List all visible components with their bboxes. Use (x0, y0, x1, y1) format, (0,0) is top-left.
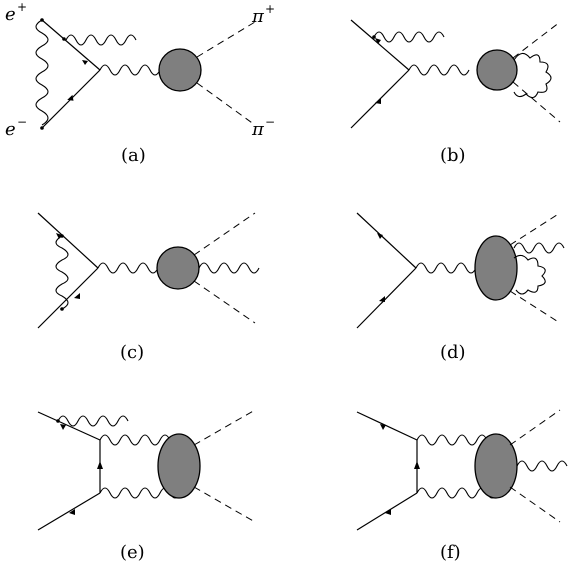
virtual-photon (97, 262, 159, 274)
radiated-photon (57, 415, 129, 427)
e-minus-label: e (5, 119, 16, 140)
virtual-photon (99, 64, 161, 76)
electron-line (37, 267, 99, 329)
pion-plus-line (509, 212, 561, 246)
vertex-dot (40, 126, 44, 130)
e-plus-label: e (5, 4, 16, 25)
radiated-photon (373, 31, 445, 43)
pi-minus-label: π (251, 119, 265, 140)
arrow-icon (385, 509, 391, 515)
form-factor-blob (474, 235, 518, 301)
pion-plus-line (193, 212, 256, 256)
form-factor-blob (157, 433, 201, 499)
arrow-icon (60, 424, 66, 430)
form-factor-blob (156, 246, 200, 290)
positron-line (41, 19, 101, 71)
positron-line (37, 212, 99, 269)
photon-loop (55, 235, 69, 310)
form-factor-blob (476, 49, 518, 91)
vertex-dot (372, 35, 376, 39)
diagram-c: (c) (37, 212, 260, 363)
photon-loop (513, 52, 552, 99)
vertex-dot (60, 307, 64, 311)
electron-line (356, 492, 418, 531)
electron-line (356, 267, 417, 329)
panel-label-b: (b) (440, 145, 466, 166)
pi-plus-charge: + (265, 2, 275, 16)
arrow-icon (67, 94, 74, 101)
positron-line (356, 411, 418, 441)
radiated-photon (65, 34, 137, 46)
vertex-dot (56, 419, 60, 423)
pion-plus-line (196, 21, 256, 58)
arrow-icon (375, 98, 381, 104)
diagram-f: (f) (356, 409, 568, 563)
arrow-icon (375, 38, 381, 44)
arrow-icon (380, 424, 386, 430)
diagram-a: e + e − π + π − (a) (5, 0, 275, 166)
e-plus-charge: + (17, 0, 27, 14)
e-minus-charge: − (17, 115, 27, 129)
radiated-photon (198, 262, 260, 274)
radiated-photon (516, 460, 568, 472)
diagram-e: (e) (37, 409, 256, 563)
pi-plus-label: π (251, 6, 265, 27)
arrow-icon (69, 509, 75, 515)
vertex-dot (60, 234, 64, 238)
pion-minus-line (193, 280, 256, 324)
arrow-icon (97, 461, 103, 469)
radiated-photon (513, 242, 565, 254)
form-factor-blob (158, 48, 202, 92)
pion-plus-line (512, 21, 561, 59)
vertex-dot (62, 37, 66, 41)
pion-minus-line (193, 486, 256, 523)
diagram-d: (d) (356, 212, 565, 363)
positron-line (350, 19, 410, 71)
vertex-dot (40, 18, 44, 22)
diagram-b: (b) (350, 19, 561, 166)
pion-minus-line (509, 290, 561, 324)
photon-loop (513, 254, 546, 295)
panel-label-d: (d) (440, 342, 466, 363)
virtual-photon-upper (99, 434, 181, 446)
arrow-icon (74, 293, 80, 299)
pion-plus-line (509, 409, 561, 446)
positron-line (37, 411, 101, 441)
panel-label-f: (f) (440, 542, 461, 563)
pion-plus-line (193, 409, 256, 446)
pion-minus-line (512, 81, 561, 123)
form-factor-blob (474, 433, 518, 499)
virtual-photon-upper (416, 434, 498, 446)
virtual-photon (408, 64, 470, 76)
arrow-icon (414, 461, 420, 469)
photon-loop (35, 19, 49, 126)
virtual-photon (415, 262, 477, 274)
pion-minus-line (509, 486, 561, 523)
panel-label-e: (e) (120, 542, 145, 563)
arrow-icon (82, 60, 88, 65)
panel-label-a: (a) (121, 145, 146, 166)
arrow-icon (379, 296, 385, 302)
pion-minus-line (196, 82, 256, 126)
positron-line (356, 212, 417, 269)
arrow-icon (377, 233, 383, 239)
pi-minus-charge: − (265, 115, 275, 129)
panel-label-c: (c) (120, 342, 144, 363)
arrow-icon (56, 233, 62, 239)
electron-line (37, 492, 101, 531)
